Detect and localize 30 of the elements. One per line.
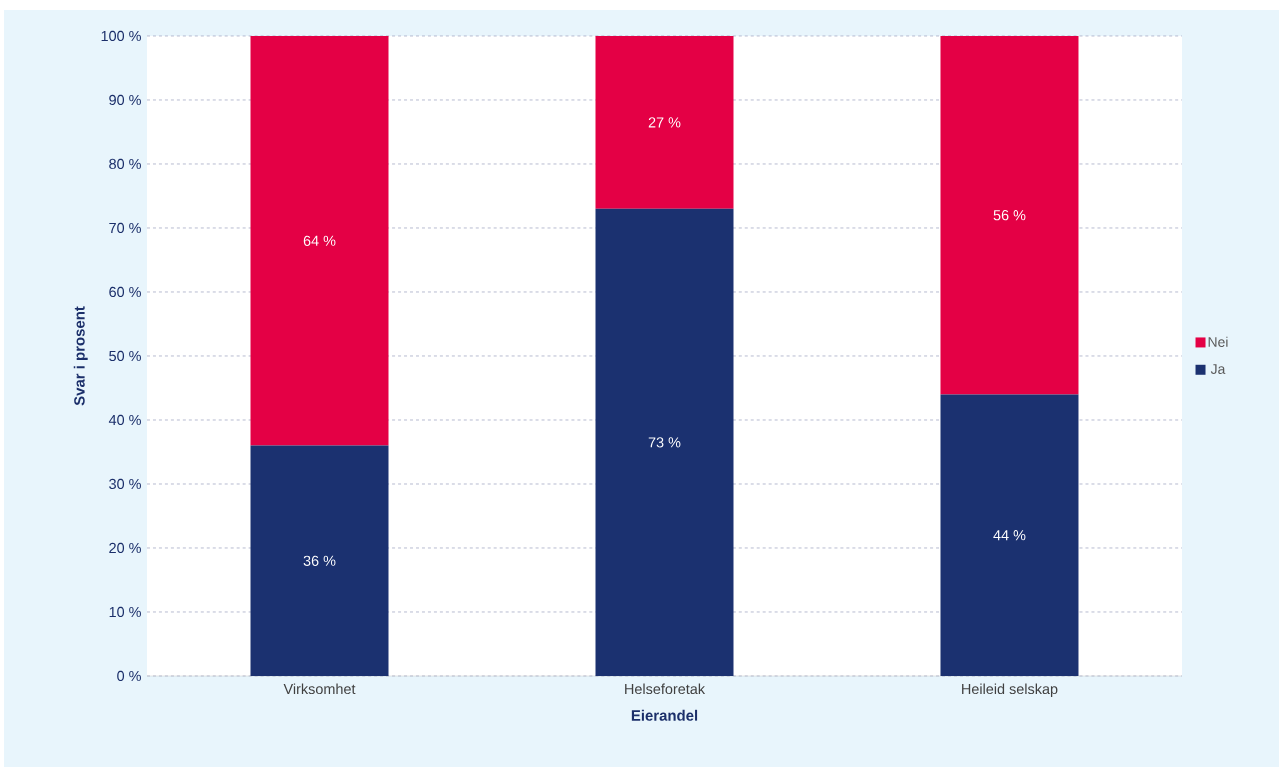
y-tick-label: 0 % bbox=[117, 670, 141, 682]
data-label: 64 % bbox=[303, 235, 336, 246]
y-axis-title: Svar i prosent bbox=[73, 306, 88, 406]
bar bbox=[595, 208, 734, 676]
y-tick-label: 90 % bbox=[109, 94, 141, 106]
legend-label: Ja bbox=[1210, 364, 1226, 374]
bar bbox=[595, 35, 734, 209]
x-tick-label: Heileid selskap bbox=[962, 683, 1058, 697]
y-tick-label: 60 % bbox=[109, 286, 141, 298]
data-label: 36 % bbox=[303, 555, 336, 566]
y-tick-label: 40 % bbox=[108, 414, 141, 426]
bar bbox=[940, 35, 1079, 395]
y-tick-label: 100 % bbox=[101, 30, 141, 42]
data-label: 73 % bbox=[648, 437, 681, 448]
x-axis-title: Eierandel bbox=[631, 709, 698, 721]
data-label: 44 % bbox=[993, 530, 1026, 541]
x-tick-label: Helseforetak bbox=[625, 683, 706, 695]
y-tick-label: 50 % bbox=[109, 350, 141, 362]
bar bbox=[250, 445, 389, 676]
legend-label: Nei bbox=[1208, 336, 1228, 347]
y-tick-label: 10 % bbox=[109, 606, 141, 618]
data-label: 27 % bbox=[648, 117, 681, 128]
x-tick-label: Virksomhet bbox=[283, 683, 356, 695]
y-tick-label: 20 % bbox=[109, 542, 141, 554]
y-tick-label: 80 % bbox=[109, 158, 141, 170]
bar bbox=[940, 394, 1079, 676]
bar bbox=[250, 35, 389, 446]
y-tick-label: 70 % bbox=[109, 222, 141, 234]
data-label: 56 % bbox=[993, 210, 1026, 221]
y-tick-label: 30 % bbox=[109, 478, 141, 490]
